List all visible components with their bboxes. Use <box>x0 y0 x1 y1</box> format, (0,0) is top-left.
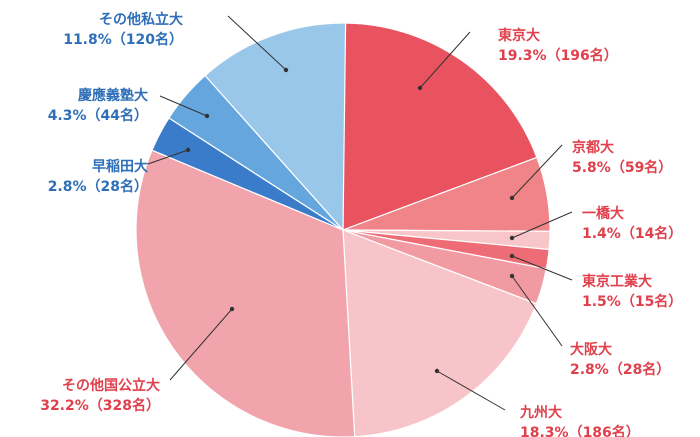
pie-slice <box>204 22 347 232</box>
slice-value-label: 5.8%（59名） <box>572 159 672 176</box>
leader-line <box>511 211 573 239</box>
leader-line <box>159 95 208 117</box>
slice-name-label: 一橋大 <box>582 205 624 222</box>
slice-name-label: 大阪大 <box>570 341 612 358</box>
slice-name-label: 京都大 <box>572 139 614 156</box>
slice-value-label: 1.4%（14名） <box>582 225 682 242</box>
slice-value-label: 19.3%（196名） <box>498 47 618 64</box>
leader-line <box>227 15 287 71</box>
slice-value-label: 1.5%（15名） <box>582 293 682 310</box>
leader-line <box>511 255 573 281</box>
leader-line <box>511 144 563 199</box>
leader-line <box>169 308 233 381</box>
slice-value-label: 2.8%（28名） <box>570 361 670 378</box>
slice-value-label: 32.2%（328名） <box>40 397 160 414</box>
slice-labels: 東京大 19.3%（196名） 京都大 5.8%（59名） 一橋大 1.4%（14名） 東京… <box>40 11 682 437</box>
leader-line <box>511 275 563 347</box>
slice-name-label: 九州大 <box>519 404 562 421</box>
slice-value-label: 18.3%（186名） <box>520 424 640 437</box>
slice-name-label: その他国公立大 <box>62 377 160 394</box>
slice-value-label: 11.8%（120名） <box>63 31 183 48</box>
slice-name-label: 早稲田大 <box>92 158 148 175</box>
slice-name-label: その他私立大 <box>99 11 183 28</box>
slice-name-label: 東京大 <box>498 27 540 44</box>
slice-name-label: 東京工業大 <box>582 273 652 290</box>
leader-line <box>147 149 189 165</box>
pie-slice <box>135 149 356 437</box>
pie-slice <box>342 22 538 231</box>
leader-line <box>436 370 506 411</box>
slice-value-label: 2.8%（28名） <box>48 178 148 195</box>
slice-value-label: 4.3%（44名） <box>48 107 148 124</box>
leader-line <box>419 31 471 89</box>
pie-slice <box>342 229 538 437</box>
slice-name-label: 慶應義塾大 <box>78 87 148 104</box>
leader-lines <box>147 15 573 411</box>
pie-slices <box>135 22 551 437</box>
